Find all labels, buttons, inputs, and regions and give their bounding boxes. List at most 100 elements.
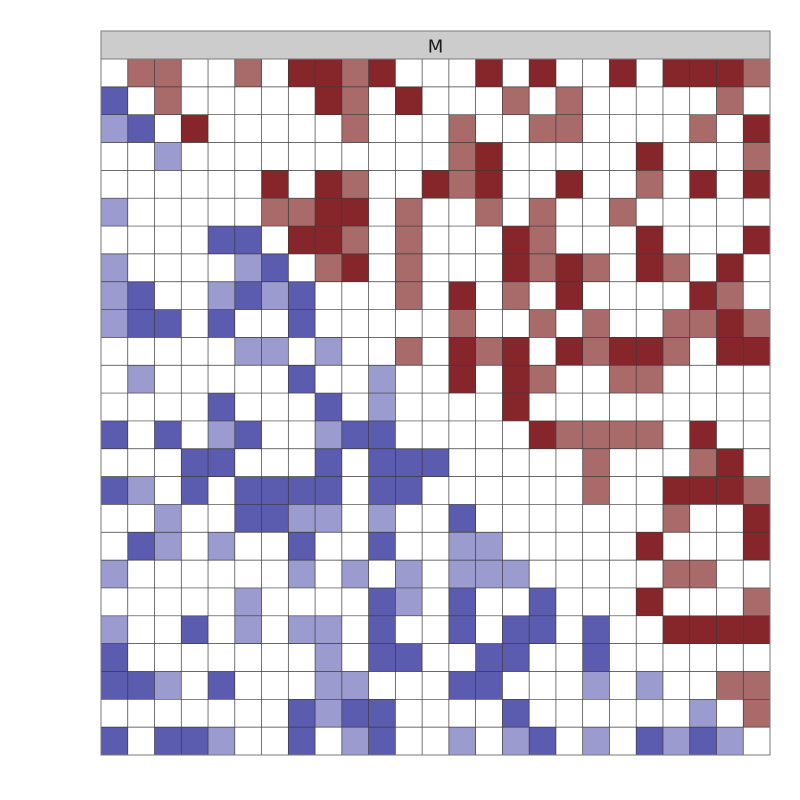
heatmap-cell xyxy=(716,420,744,450)
heatmap-cell xyxy=(368,393,396,422)
heatmap-cell xyxy=(448,226,476,255)
heatmap-cell xyxy=(502,365,530,394)
heatmap-cell xyxy=(716,170,744,199)
heatmap-cell xyxy=(315,309,343,338)
heatmap-cell xyxy=(689,309,717,338)
heatmap-cell xyxy=(341,504,369,533)
heatmap-cell xyxy=(395,643,423,672)
heatmap-cell xyxy=(101,226,129,255)
heatmap-cell xyxy=(743,532,771,561)
heatmap-cell xyxy=(341,114,369,143)
heatmap-cell xyxy=(689,253,717,283)
heatmap-cell xyxy=(662,393,691,422)
heatmap-cell xyxy=(502,142,530,171)
heatmap-cell xyxy=(716,142,744,171)
heatmap-cell xyxy=(315,226,343,255)
heatmap-cell xyxy=(689,699,717,728)
heatmap-cell xyxy=(475,309,503,338)
heatmap-cell xyxy=(127,226,155,255)
heatmap-cell xyxy=(716,727,744,756)
heatmap-cell xyxy=(127,142,155,171)
heatmap-cell xyxy=(127,727,155,756)
heatmap-cell xyxy=(181,198,209,227)
heatmap-cell xyxy=(341,699,369,728)
heatmap-cell xyxy=(716,114,744,143)
heatmap-cell xyxy=(234,198,262,227)
heatmap-cell xyxy=(609,365,637,394)
heatmap-cell xyxy=(368,309,396,338)
heatmap-cell xyxy=(288,476,316,505)
heatmap-cell xyxy=(662,699,691,728)
heatmap-cell xyxy=(529,671,557,700)
heatmap-cell xyxy=(636,59,664,88)
heatmap-cell xyxy=(636,476,664,505)
heatmap-cell xyxy=(636,337,664,366)
heatmap-cell xyxy=(341,615,369,644)
heatmap-cell xyxy=(208,365,236,394)
heatmap-cell xyxy=(127,337,155,366)
heatmap-cell xyxy=(181,86,209,115)
heatmap-cell xyxy=(315,532,343,561)
heatmap-cell xyxy=(555,86,583,115)
heatmap-cell xyxy=(261,142,289,171)
heatmap-cell xyxy=(181,587,209,617)
heatmap-cell xyxy=(395,615,423,644)
heatmap-cell xyxy=(529,142,557,171)
heatmap-cell xyxy=(529,560,557,589)
heatmap-cell xyxy=(127,365,155,394)
heatmap-cell xyxy=(582,337,610,366)
heatmap-cell xyxy=(154,448,182,477)
heatmap-cell xyxy=(101,337,129,366)
heatmap-cell xyxy=(475,393,503,422)
heatmap-cell xyxy=(234,170,262,199)
heatmap-cell xyxy=(502,699,530,728)
heatmap-cell xyxy=(288,504,316,533)
heatmap-cell xyxy=(529,615,557,644)
heatmap-cell xyxy=(422,699,450,728)
heatmap-cell xyxy=(154,198,182,227)
heatmap-cell xyxy=(422,86,450,115)
heatmap-cell xyxy=(662,337,691,366)
heatmap-cell xyxy=(101,393,129,422)
heatmap-cell xyxy=(368,198,396,227)
heatmap-cell xyxy=(662,560,691,589)
heatmap-cell xyxy=(743,671,771,700)
heatmap-cell xyxy=(154,532,182,561)
heatmap-cell xyxy=(662,59,691,88)
heatmap-cell xyxy=(181,281,209,310)
heatmap-cell xyxy=(181,170,209,199)
heatmap-cell xyxy=(181,727,209,756)
heatmap-cell xyxy=(689,59,717,88)
heatmap-cell xyxy=(636,393,664,422)
heatmap-cell xyxy=(582,560,610,589)
heatmap-cell xyxy=(743,727,771,756)
heatmap-cell xyxy=(368,170,396,199)
panel-border xyxy=(100,58,771,756)
heatmap-cell xyxy=(422,253,450,283)
heatmap-cell xyxy=(368,337,396,366)
heatmap-cell xyxy=(234,615,262,644)
heatmap-cell xyxy=(208,226,236,255)
heatmap-cell xyxy=(234,59,262,88)
heatmap-cell xyxy=(502,560,530,589)
heatmap-cell xyxy=(288,281,316,310)
heatmap-cell xyxy=(315,476,343,505)
heatmap-cell xyxy=(475,727,503,756)
heatmap-cell xyxy=(422,281,450,310)
heatmap-cell xyxy=(422,727,450,756)
heatmap-cell xyxy=(181,309,209,338)
heatmap-cell xyxy=(662,532,691,561)
heatmap-cell xyxy=(127,114,155,143)
heatmap-cell xyxy=(582,504,610,533)
heatmap-cell xyxy=(502,170,530,199)
heatmap-cell xyxy=(422,671,450,700)
heatmap-cell xyxy=(234,337,262,366)
heatmap-cell xyxy=(582,59,610,88)
heatmap-cell xyxy=(368,643,396,672)
heatmap-cell xyxy=(368,727,396,756)
heatmap-cell xyxy=(555,198,583,227)
heatmap-cell xyxy=(716,281,744,310)
heatmap-cell xyxy=(448,560,476,589)
heatmap-cell xyxy=(127,615,155,644)
